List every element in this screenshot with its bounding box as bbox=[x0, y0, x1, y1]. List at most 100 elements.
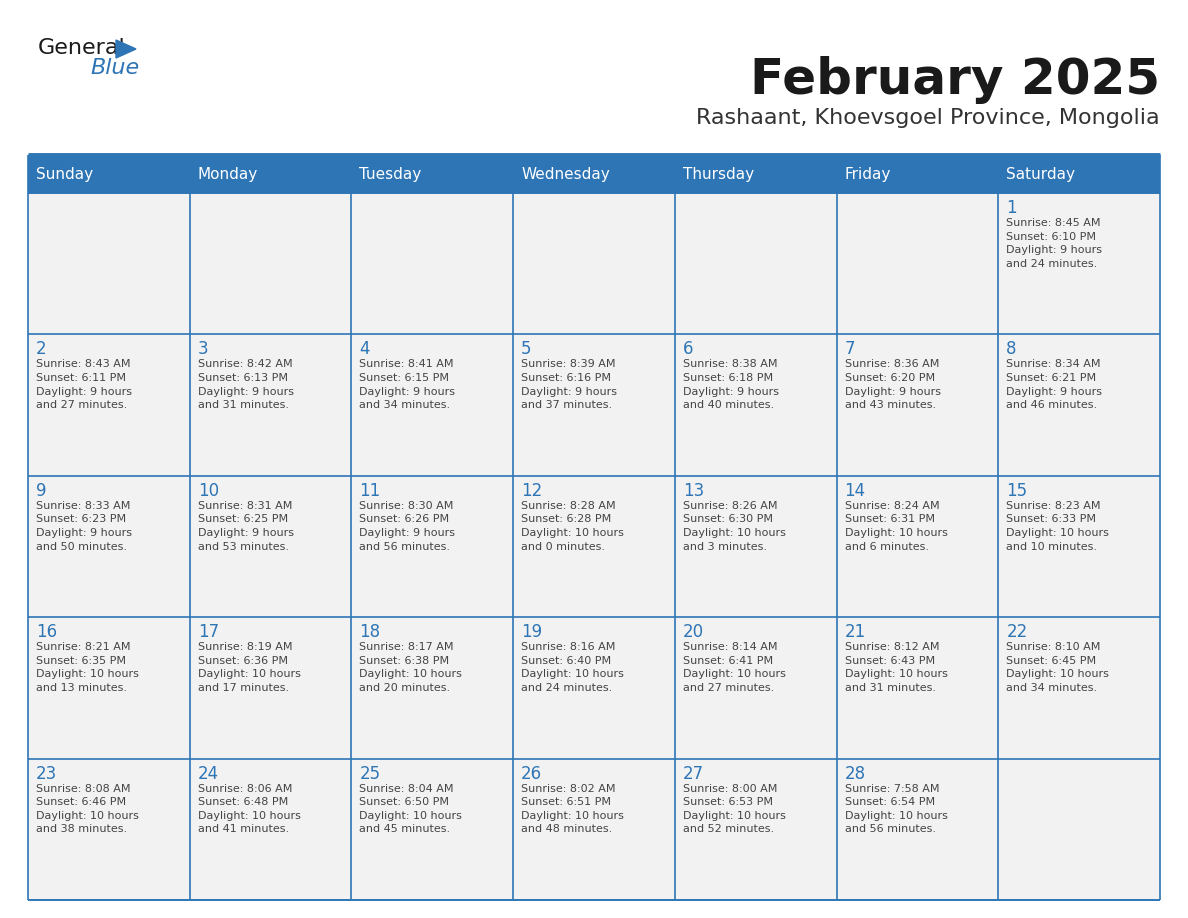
Text: Sunrise: 8:45 AM
Sunset: 6:10 PM
Daylight: 9 hours
and 24 minutes.: Sunrise: 8:45 AM Sunset: 6:10 PM Dayligh… bbox=[1006, 218, 1102, 269]
Bar bbox=[29, 617, 190, 758]
Bar bbox=[675, 758, 836, 900]
Text: 19: 19 bbox=[522, 623, 542, 641]
Text: Monday: Monday bbox=[197, 166, 258, 182]
Bar bbox=[513, 155, 675, 193]
Text: Sunrise: 8:39 AM
Sunset: 6:16 PM
Daylight: 9 hours
and 37 minutes.: Sunrise: 8:39 AM Sunset: 6:16 PM Dayligh… bbox=[522, 360, 617, 410]
Bar bbox=[998, 617, 1159, 758]
Bar bbox=[352, 193, 513, 334]
Bar bbox=[29, 476, 190, 617]
Text: 7: 7 bbox=[845, 341, 855, 358]
Bar bbox=[190, 334, 352, 476]
Text: Wednesday: Wednesday bbox=[522, 166, 609, 182]
Bar bbox=[998, 758, 1159, 900]
Bar bbox=[998, 155, 1159, 193]
Text: Sunrise: 8:16 AM
Sunset: 6:40 PM
Daylight: 10 hours
and 24 minutes.: Sunrise: 8:16 AM Sunset: 6:40 PM Dayligh… bbox=[522, 643, 624, 693]
Bar bbox=[190, 155, 352, 193]
Bar bbox=[29, 155, 190, 193]
Text: Thursday: Thursday bbox=[683, 166, 754, 182]
Text: 17: 17 bbox=[197, 623, 219, 641]
Text: Sunrise: 8:12 AM
Sunset: 6:43 PM
Daylight: 10 hours
and 31 minutes.: Sunrise: 8:12 AM Sunset: 6:43 PM Dayligh… bbox=[845, 643, 948, 693]
Bar bbox=[513, 193, 675, 334]
Text: 1: 1 bbox=[1006, 199, 1017, 217]
Text: 13: 13 bbox=[683, 482, 704, 499]
Bar bbox=[29, 334, 190, 476]
Text: Sunrise: 7:58 AM
Sunset: 6:54 PM
Daylight: 10 hours
and 56 minutes.: Sunrise: 7:58 AM Sunset: 6:54 PM Dayligh… bbox=[845, 784, 948, 834]
Text: 9: 9 bbox=[36, 482, 46, 499]
Bar bbox=[513, 617, 675, 758]
Text: Sunrise: 8:14 AM
Sunset: 6:41 PM
Daylight: 10 hours
and 27 minutes.: Sunrise: 8:14 AM Sunset: 6:41 PM Dayligh… bbox=[683, 643, 785, 693]
Text: Rashaant, Khoevsgoel Province, Mongolia: Rashaant, Khoevsgoel Province, Mongolia bbox=[696, 108, 1159, 128]
Text: Sunrise: 8:23 AM
Sunset: 6:33 PM
Daylight: 10 hours
and 10 minutes.: Sunrise: 8:23 AM Sunset: 6:33 PM Dayligh… bbox=[1006, 501, 1110, 552]
Bar bbox=[29, 758, 190, 900]
Bar bbox=[352, 617, 513, 758]
Bar bbox=[513, 758, 675, 900]
Bar bbox=[190, 758, 352, 900]
Text: 16: 16 bbox=[36, 623, 57, 641]
Text: Saturday: Saturday bbox=[1006, 166, 1075, 182]
Bar bbox=[352, 155, 513, 193]
Text: Friday: Friday bbox=[845, 166, 891, 182]
Text: 22: 22 bbox=[1006, 623, 1028, 641]
Bar bbox=[998, 476, 1159, 617]
Text: Blue: Blue bbox=[90, 58, 139, 78]
Text: Sunrise: 8:31 AM
Sunset: 6:25 PM
Daylight: 9 hours
and 53 minutes.: Sunrise: 8:31 AM Sunset: 6:25 PM Dayligh… bbox=[197, 501, 293, 552]
Bar bbox=[29, 193, 190, 334]
Text: Sunrise: 8:43 AM
Sunset: 6:11 PM
Daylight: 9 hours
and 27 minutes.: Sunrise: 8:43 AM Sunset: 6:11 PM Dayligh… bbox=[36, 360, 132, 410]
Bar bbox=[836, 617, 998, 758]
Bar bbox=[836, 334, 998, 476]
Bar bbox=[836, 758, 998, 900]
Text: Sunrise: 8:04 AM
Sunset: 6:50 PM
Daylight: 10 hours
and 45 minutes.: Sunrise: 8:04 AM Sunset: 6:50 PM Dayligh… bbox=[360, 784, 462, 834]
Bar bbox=[190, 193, 352, 334]
Bar bbox=[998, 193, 1159, 334]
Bar bbox=[998, 334, 1159, 476]
Text: February 2025: February 2025 bbox=[750, 56, 1159, 104]
Text: Sunrise: 8:21 AM
Sunset: 6:35 PM
Daylight: 10 hours
and 13 minutes.: Sunrise: 8:21 AM Sunset: 6:35 PM Dayligh… bbox=[36, 643, 139, 693]
Text: General: General bbox=[38, 38, 126, 58]
Text: 23: 23 bbox=[36, 765, 57, 783]
Text: 15: 15 bbox=[1006, 482, 1028, 499]
Text: 18: 18 bbox=[360, 623, 380, 641]
Bar bbox=[513, 476, 675, 617]
Text: Sunrise: 8:10 AM
Sunset: 6:45 PM
Daylight: 10 hours
and 34 minutes.: Sunrise: 8:10 AM Sunset: 6:45 PM Dayligh… bbox=[1006, 643, 1110, 693]
Text: 10: 10 bbox=[197, 482, 219, 499]
Text: 27: 27 bbox=[683, 765, 704, 783]
Text: Sunrise: 8:26 AM
Sunset: 6:30 PM
Daylight: 10 hours
and 3 minutes.: Sunrise: 8:26 AM Sunset: 6:30 PM Dayligh… bbox=[683, 501, 785, 552]
Text: Sunrise: 8:30 AM
Sunset: 6:26 PM
Daylight: 9 hours
and 56 minutes.: Sunrise: 8:30 AM Sunset: 6:26 PM Dayligh… bbox=[360, 501, 455, 552]
Text: 5: 5 bbox=[522, 341, 532, 358]
Text: Sunrise: 8:42 AM
Sunset: 6:13 PM
Daylight: 9 hours
and 31 minutes.: Sunrise: 8:42 AM Sunset: 6:13 PM Dayligh… bbox=[197, 360, 293, 410]
Text: 8: 8 bbox=[1006, 341, 1017, 358]
Bar bbox=[675, 476, 836, 617]
Bar bbox=[513, 334, 675, 476]
Text: Sunrise: 8:00 AM
Sunset: 6:53 PM
Daylight: 10 hours
and 52 minutes.: Sunrise: 8:00 AM Sunset: 6:53 PM Dayligh… bbox=[683, 784, 785, 834]
Text: Sunday: Sunday bbox=[36, 166, 93, 182]
Text: Sunrise: 8:24 AM
Sunset: 6:31 PM
Daylight: 10 hours
and 6 minutes.: Sunrise: 8:24 AM Sunset: 6:31 PM Dayligh… bbox=[845, 501, 948, 552]
Text: Sunrise: 8:41 AM
Sunset: 6:15 PM
Daylight: 9 hours
and 34 minutes.: Sunrise: 8:41 AM Sunset: 6:15 PM Dayligh… bbox=[360, 360, 455, 410]
Text: 28: 28 bbox=[845, 765, 866, 783]
Text: Sunrise: 8:34 AM
Sunset: 6:21 PM
Daylight: 9 hours
and 46 minutes.: Sunrise: 8:34 AM Sunset: 6:21 PM Dayligh… bbox=[1006, 360, 1102, 410]
Text: Sunrise: 8:33 AM
Sunset: 6:23 PM
Daylight: 9 hours
and 50 minutes.: Sunrise: 8:33 AM Sunset: 6:23 PM Dayligh… bbox=[36, 501, 132, 552]
Text: 11: 11 bbox=[360, 482, 380, 499]
Text: 6: 6 bbox=[683, 341, 694, 358]
Text: Tuesday: Tuesday bbox=[360, 166, 422, 182]
Bar bbox=[675, 617, 836, 758]
Bar bbox=[675, 193, 836, 334]
Text: Sunrise: 8:08 AM
Sunset: 6:46 PM
Daylight: 10 hours
and 38 minutes.: Sunrise: 8:08 AM Sunset: 6:46 PM Dayligh… bbox=[36, 784, 139, 834]
Bar bbox=[352, 476, 513, 617]
Text: Sunrise: 8:19 AM
Sunset: 6:36 PM
Daylight: 10 hours
and 17 minutes.: Sunrise: 8:19 AM Sunset: 6:36 PM Dayligh… bbox=[197, 643, 301, 693]
Text: Sunrise: 8:06 AM
Sunset: 6:48 PM
Daylight: 10 hours
and 41 minutes.: Sunrise: 8:06 AM Sunset: 6:48 PM Dayligh… bbox=[197, 784, 301, 834]
Text: Sunrise: 8:36 AM
Sunset: 6:20 PM
Daylight: 9 hours
and 43 minutes.: Sunrise: 8:36 AM Sunset: 6:20 PM Dayligh… bbox=[845, 360, 941, 410]
Text: 3: 3 bbox=[197, 341, 208, 358]
Text: Sunrise: 8:38 AM
Sunset: 6:18 PM
Daylight: 9 hours
and 40 minutes.: Sunrise: 8:38 AM Sunset: 6:18 PM Dayligh… bbox=[683, 360, 779, 410]
Text: 24: 24 bbox=[197, 765, 219, 783]
Bar bbox=[190, 476, 352, 617]
Text: Sunrise: 8:02 AM
Sunset: 6:51 PM
Daylight: 10 hours
and 48 minutes.: Sunrise: 8:02 AM Sunset: 6:51 PM Dayligh… bbox=[522, 784, 624, 834]
Text: 21: 21 bbox=[845, 623, 866, 641]
Text: 12: 12 bbox=[522, 482, 543, 499]
Text: 14: 14 bbox=[845, 482, 866, 499]
Text: 25: 25 bbox=[360, 765, 380, 783]
Text: 20: 20 bbox=[683, 623, 704, 641]
Bar bbox=[352, 334, 513, 476]
Bar bbox=[675, 155, 836, 193]
Bar bbox=[836, 155, 998, 193]
Bar bbox=[352, 758, 513, 900]
